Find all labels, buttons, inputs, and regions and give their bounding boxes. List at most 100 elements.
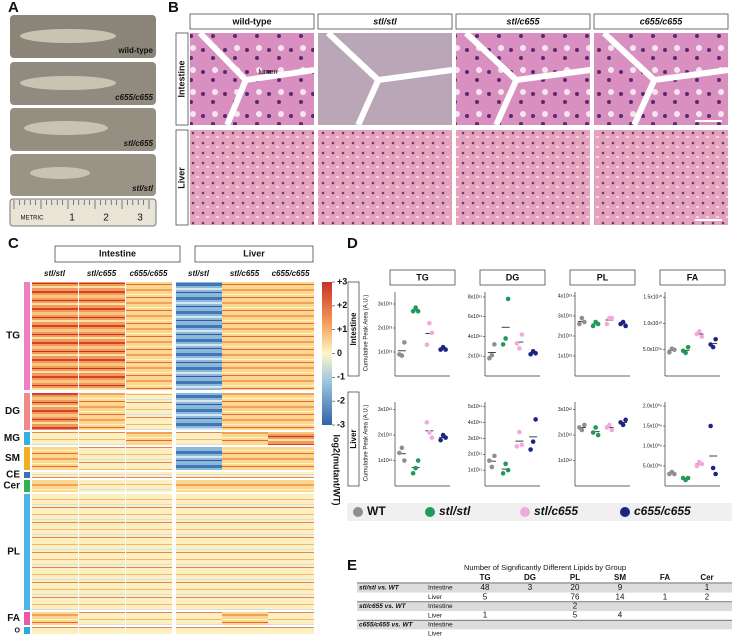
table-cell: 5: [573, 611, 578, 620]
plot-title: PL: [597, 272, 609, 282]
data-point: [609, 315, 615, 321]
tissue-label: Liver: [428, 612, 443, 619]
data-point: [410, 308, 416, 314]
colorbar-tick-label: +1: [337, 324, 347, 334]
panel-b: B wild-type stl/stl stl/c655 c655/c655 lumen…: [168, 0, 729, 226]
panel-label: D: [347, 235, 358, 252]
data-point: [492, 342, 497, 347]
data-point: [505, 296, 511, 302]
fish: [30, 167, 90, 179]
data-point: [710, 465, 716, 471]
tissue-label: Liver: [428, 631, 443, 638]
tissue-label: Intestine: [428, 603, 453, 610]
data-point: [710, 344, 716, 350]
heatmap-block: [268, 447, 314, 470]
colorbar-tick-label: +2: [337, 300, 347, 310]
data-point: [514, 444, 520, 449]
panel-label: A: [8, 0, 19, 16]
heatmap-block: [176, 472, 222, 478]
table-cell: 2: [573, 602, 578, 611]
data-point: [517, 346, 522, 351]
legend-swatch: [520, 507, 530, 517]
group-label: MG: [4, 433, 20, 444]
table-header: DG: [524, 573, 536, 582]
data-point: [399, 353, 405, 358]
data-point: [593, 425, 598, 430]
data-point: [623, 417, 628, 423]
group-label: TG: [6, 331, 20, 342]
data-point: [579, 315, 585, 321]
data-point: [582, 422, 587, 428]
y-tick-label: 2x10¹³: [558, 333, 573, 339]
heatmap-block: [126, 612, 172, 625]
table-cell: 5: [483, 592, 488, 601]
heatmap-block: [176, 494, 222, 610]
data-point: [620, 319, 626, 325]
data-point: [519, 442, 525, 448]
colorbar-tick-label: -3: [337, 419, 345, 429]
data-point: [683, 350, 688, 356]
data-point: [399, 445, 405, 451]
group-bar: [24, 472, 30, 478]
table-cell: 1: [663, 592, 668, 601]
lumen-shape: [601, 30, 729, 127]
data-point: [503, 461, 508, 467]
data-point: [492, 453, 497, 459]
table-title: Number of Significantly Different Lipids…: [464, 563, 626, 572]
panel-label: C: [8, 235, 19, 252]
data-point: [438, 437, 443, 443]
ruler-label: 2: [103, 213, 109, 224]
tissue-label: Intestine: [428, 585, 453, 592]
table-header: PL: [570, 573, 580, 582]
heatmap-block: [79, 432, 125, 445]
y-tick-label: 1.0x10¹⁰: [643, 321, 662, 327]
group-bar: [24, 627, 30, 634]
table-cell: 14: [616, 592, 625, 601]
data-point: [505, 467, 511, 473]
data-point: [489, 352, 495, 358]
panel-e: E Number of Significantly Different Lipi…: [347, 557, 732, 638]
data-point: [517, 429, 522, 435]
legend-swatch: [620, 507, 630, 517]
micrograph: [318, 130, 452, 225]
heatmap-block: [268, 627, 314, 634]
data-point: [577, 321, 582, 327]
data-point: [699, 461, 705, 467]
heatmap-block: [32, 627, 78, 634]
group-label: PL: [7, 547, 20, 558]
fish: [24, 121, 108, 135]
heatmap-block: [176, 480, 222, 492]
heatmap-block: [126, 447, 172, 470]
colorbar-tick-label: -1: [337, 372, 345, 382]
y-tick-label: 2.0x10⁰⁹: [643, 403, 662, 409]
table-cell: 3: [528, 583, 533, 592]
table-header: FA: [660, 573, 670, 582]
data-point: [528, 447, 533, 452]
colorbar: [322, 282, 332, 425]
legend-swatch: [353, 507, 363, 517]
data-point: [694, 463, 700, 469]
y-tick-label: 1x10¹³: [378, 349, 393, 355]
table-header: Cer: [700, 573, 713, 582]
tissue-label: Intestine: [428, 622, 453, 629]
data-point: [604, 321, 610, 327]
table-header: TG: [479, 573, 490, 582]
column-header-box: [189, 13, 315, 30]
heatmap-block: [32, 472, 78, 478]
heatmap-block: [126, 480, 172, 492]
heatmap-block: [126, 393, 172, 430]
data-point: [609, 427, 615, 433]
data-point: [533, 417, 538, 422]
y-tick-label: 2x10¹¹: [468, 354, 483, 360]
y-tick-label: 3x10¹²: [558, 407, 573, 413]
data-point: [489, 464, 495, 470]
row-shade: [357, 601, 732, 611]
table-cell: 2: [705, 592, 710, 601]
table-cell: 20: [571, 583, 580, 592]
heatmap-block: [79, 393, 125, 430]
data-point: [427, 320, 432, 326]
data-point: [530, 439, 536, 444]
group-bar: [24, 480, 30, 492]
lumen-shape: [325, 30, 453, 127]
heatmap-block: [176, 282, 222, 390]
